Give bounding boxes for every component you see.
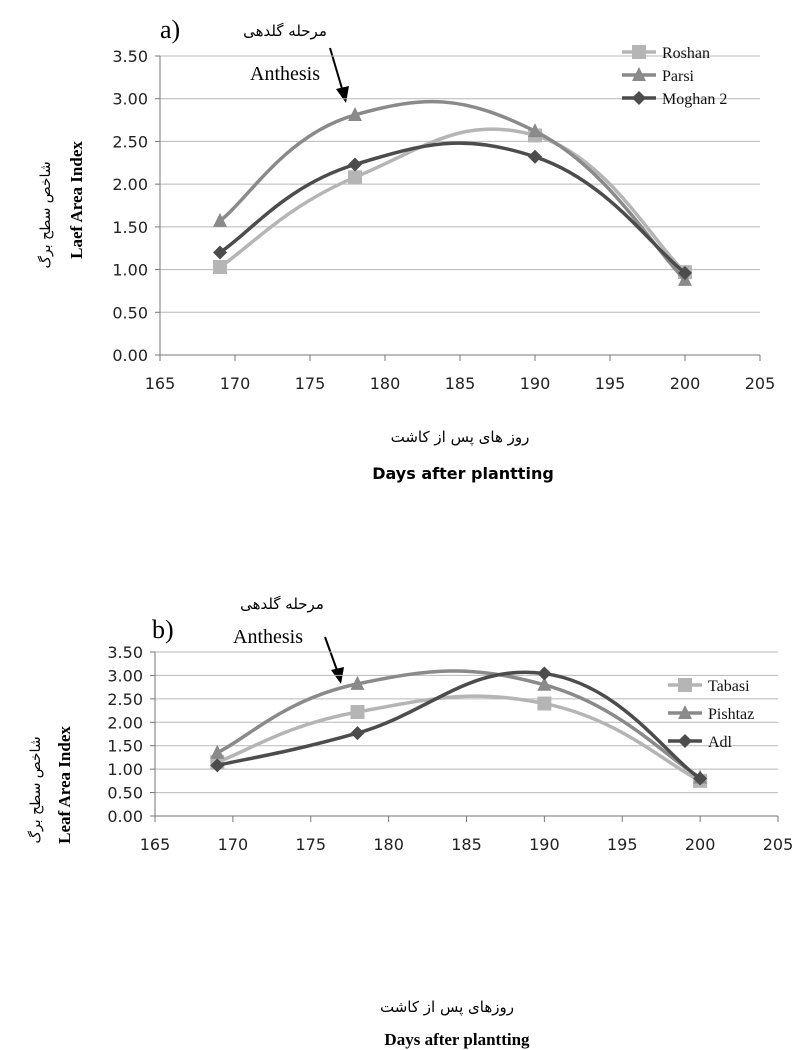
y-tick-label-b: 0.00 bbox=[107, 807, 143, 826]
series-line-tabasi bbox=[215, 694, 702, 783]
data-point-parsi bbox=[348, 106, 362, 121]
y-tick-label-a: 3.00 bbox=[112, 90, 148, 109]
series-line-adl bbox=[215, 670, 702, 781]
legend-marker-moghan-2 bbox=[632, 91, 646, 105]
data-point-adl bbox=[210, 758, 225, 773]
series-a bbox=[213, 99, 692, 286]
x-tick-label-b: 205 bbox=[763, 835, 794, 854]
series-line-parsi bbox=[218, 99, 687, 282]
y-tick-label-a: 3.50 bbox=[112, 47, 148, 66]
y-tick-label-b: 2.50 bbox=[107, 690, 143, 709]
y-tick-label-b: 3.00 bbox=[107, 666, 143, 685]
data-point-tabasi bbox=[350, 704, 365, 719]
data-point-moghan-2 bbox=[348, 157, 362, 172]
data-point-parsi bbox=[213, 212, 227, 227]
x-tick-labels-b: 165 170 175 180 185 190 195 200 205 bbox=[140, 835, 794, 854]
legend-marker-tabasi bbox=[678, 678, 692, 692]
data-point-tabasi bbox=[537, 696, 552, 711]
x-tick-label-a: 170 bbox=[220, 374, 251, 393]
y-axis-label-fa-b: شاخص سطح برگ bbox=[26, 736, 44, 843]
x-tick-label-b: 170 bbox=[218, 835, 249, 854]
legend-b: Tabasi Pishtaz Adl bbox=[668, 678, 754, 751]
x-axis-label-en-b: Days after plantting bbox=[384, 1030, 530, 1049]
panel-label-b: b) bbox=[152, 615, 174, 644]
x-tick-label-a: 175 bbox=[295, 374, 326, 393]
y-tick-label-a: 0.00 bbox=[112, 346, 148, 365]
legend-marker-parsi bbox=[632, 67, 646, 81]
y-tick-labels-a: 0.00 0.50 1.00 1.50 2.00 2.50 3.00 3.50 bbox=[112, 47, 148, 365]
legend-marker-adl bbox=[678, 734, 692, 748]
legend-label-roshan: Roshan bbox=[662, 45, 710, 62]
x-axis-label-fa-b: روزهای پس از کاشت bbox=[380, 998, 514, 1017]
series-line-roshan bbox=[218, 127, 687, 274]
series-line-pishtaz bbox=[215, 669, 702, 780]
y-tick-label-b: 2.00 bbox=[107, 713, 143, 732]
series-b bbox=[210, 666, 708, 788]
legend-a: Roshan Parsi Moghan 2 bbox=[622, 45, 727, 108]
x-axis-label-en-a: Days after plantting bbox=[372, 464, 554, 483]
grid-a bbox=[160, 55, 760, 313]
stage-label-fa-a: مرحله گلدهی bbox=[243, 22, 327, 40]
data-point-moghan-2 bbox=[528, 149, 542, 164]
legend-label-adl: Adl bbox=[708, 734, 733, 751]
x-tick-label-a: 195 bbox=[595, 374, 626, 393]
anthesis-arrow-b bbox=[324, 636, 344, 684]
stage-label-fa-b: مرحله گلدهی bbox=[240, 595, 324, 613]
y-tick-labels-b: 0.00 0.50 1.00 1.50 2.00 2.50 3.00 3.50 bbox=[107, 643, 143, 826]
x-tick-label-a: 180 bbox=[370, 374, 401, 393]
data-point-pishtaz bbox=[350, 675, 365, 690]
x-tick-label-b: 190 bbox=[529, 835, 560, 854]
leaf-area-index-chart-a: a) مرحله گلدهی Anthesis 0.00 0.50 1.00 1.50… bbox=[36, 15, 776, 483]
y-tick-label-a: 1.50 bbox=[112, 218, 148, 237]
data-point-roshan bbox=[348, 170, 362, 185]
leaf-area-index-chart-b: b) مرحله گلدهی Anthesis 0.00 0.50 1.00 1.50… bbox=[26, 595, 794, 1049]
axes-a bbox=[155, 55, 761, 361]
y-tick-label-b: 3.50 bbox=[107, 643, 143, 662]
legend-marker-roshan bbox=[632, 45, 646, 59]
stage-label-en-a: Anthesis bbox=[250, 63, 320, 85]
y-axis-label-en-b: Leaf Area Index bbox=[55, 726, 74, 844]
axes-b bbox=[150, 651, 779, 822]
legend-marker-pishtaz bbox=[678, 705, 692, 719]
series-line-moghan-2 bbox=[218, 141, 687, 275]
data-point-pishtaz bbox=[210, 744, 225, 759]
x-tick-label-a: 200 bbox=[670, 374, 701, 393]
legend-label-tabasi: Tabasi bbox=[708, 678, 750, 695]
y-tick-label-b: 1.50 bbox=[107, 737, 143, 756]
legend-label-moghan-2: Moghan 2 bbox=[662, 91, 727, 108]
y-tick-label-b: 0.50 bbox=[107, 784, 143, 803]
x-tick-label-a: 205 bbox=[745, 374, 776, 393]
y-axis-label-fa-a: شاخص سطح برگ bbox=[36, 161, 54, 268]
data-point-pishtaz bbox=[537, 676, 552, 691]
x-axis-label-fa-a: روز های پس از کاشت bbox=[391, 428, 530, 447]
x-tick-label-b: 180 bbox=[373, 835, 404, 854]
y-tick-label-a: 1.00 bbox=[112, 261, 148, 280]
legend-label-pishtaz: Pishtaz bbox=[708, 706, 754, 723]
x-tick-label-a: 185 bbox=[445, 374, 476, 393]
y-tick-label-a: 2.00 bbox=[112, 175, 148, 194]
x-tick-label-b: 175 bbox=[295, 835, 326, 854]
y-axis-label-en-a: Laef Area Index bbox=[67, 141, 86, 259]
data-point-moghan-2 bbox=[213, 245, 227, 260]
legend-label-parsi: Parsi bbox=[662, 68, 695, 85]
data-point-adl bbox=[537, 666, 552, 681]
x-tick-label-a: 165 bbox=[145, 374, 176, 393]
x-tick-label-b: 195 bbox=[607, 835, 638, 854]
data-point-adl bbox=[693, 771, 708, 786]
x-tick-labels-a: 165 170 175 180 185 190 195 200 205 bbox=[145, 374, 776, 393]
y-tick-label-b: 1.00 bbox=[107, 760, 143, 779]
x-tick-label-a: 190 bbox=[520, 374, 551, 393]
data-point-roshan bbox=[213, 260, 227, 275]
panel-label-a: a) bbox=[160, 15, 180, 44]
data-point-adl bbox=[350, 726, 365, 741]
y-tick-label-a: 0.50 bbox=[112, 303, 148, 322]
y-tick-label-a: 2.50 bbox=[112, 132, 148, 151]
grid-b bbox=[155, 651, 778, 794]
data-point-parsi bbox=[528, 123, 542, 138]
data-point-moghan-2 bbox=[678, 265, 692, 280]
x-tick-label-b: 185 bbox=[451, 835, 482, 854]
stage-label-en-b: Anthesis bbox=[233, 626, 303, 648]
x-tick-label-b: 165 bbox=[140, 835, 171, 854]
x-tick-label-b: 200 bbox=[685, 835, 716, 854]
